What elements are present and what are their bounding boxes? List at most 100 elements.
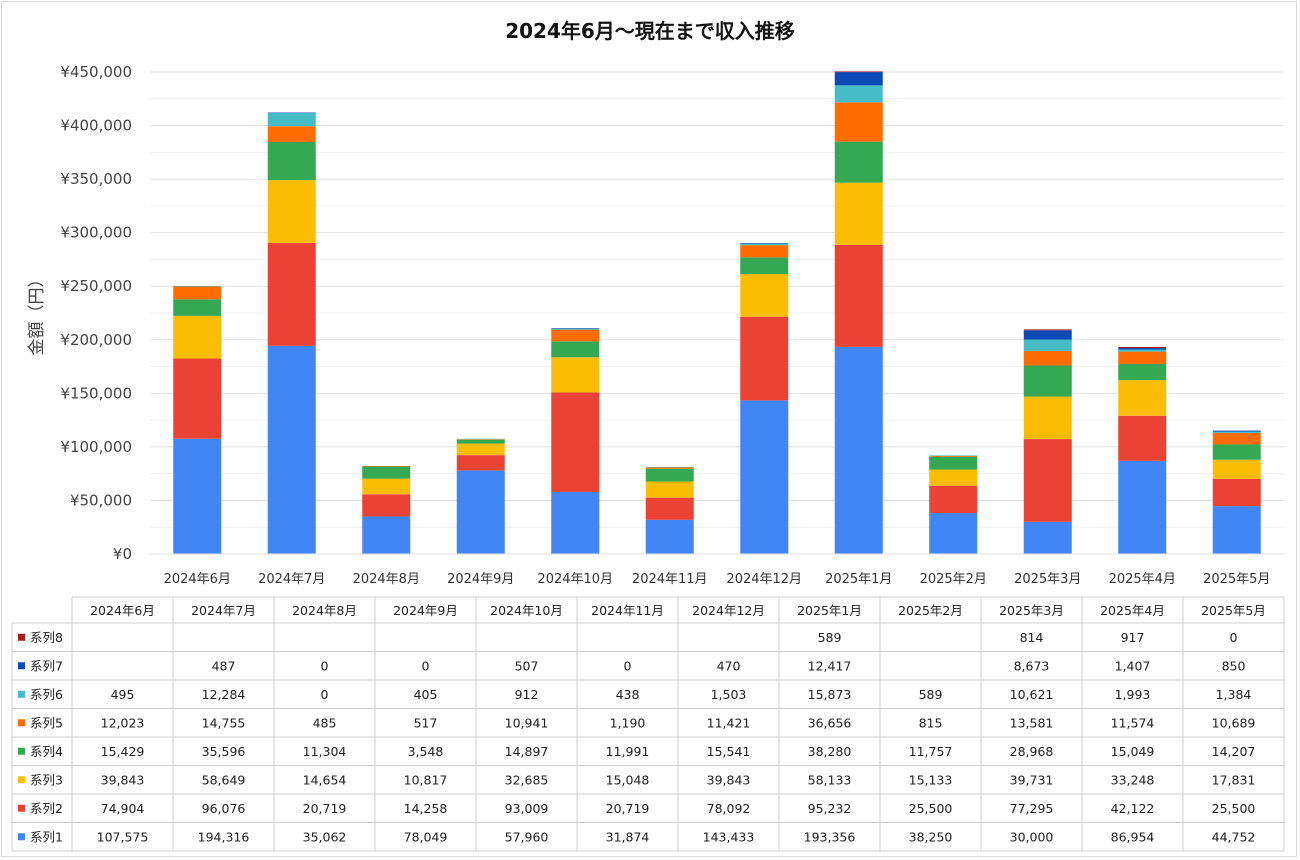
bar-segment (740, 245, 789, 258)
table-cell: 850 (1222, 658, 1246, 673)
bar-segment (1212, 478, 1261, 507)
table-cell: 35,062 (303, 829, 347, 844)
table-cell: 507 (515, 658, 539, 673)
legend-key (18, 776, 25, 784)
table-header-cell: 2024年7月 (191, 603, 256, 618)
table-cell: 10,817 (404, 772, 448, 787)
bar-segment (456, 470, 505, 554)
table-cell: 36,656 (808, 715, 852, 730)
bar-segment (1212, 432, 1261, 445)
table-cell: 78,049 (404, 829, 448, 844)
legend-key (18, 662, 25, 670)
bar-segment (267, 113, 316, 127)
bar-segment (1118, 415, 1167, 461)
table-cell: 57,960 (505, 829, 549, 844)
legend-label: 系列2 (30, 801, 63, 816)
bar-segment (1023, 365, 1072, 397)
table-cell: 39,843 (101, 772, 145, 787)
bar-segment (834, 72, 883, 86)
table-cell: 11,757 (909, 744, 953, 759)
x-tick-label: 2024年6月 (164, 572, 231, 587)
table-cell: 12,023 (101, 715, 145, 730)
bar-segment (267, 345, 316, 554)
table-cell: 39,843 (707, 772, 751, 787)
y-axis-ticks: ¥0 ¥50,000 ¥100,000 ¥150,000 ¥200,000 ¥250,00… (60, 63, 132, 563)
table-cell: 485 (313, 715, 337, 730)
table-cell: 30,000 (1010, 829, 1054, 844)
bar-segment (173, 358, 222, 439)
table-cell: 0 (321, 658, 329, 673)
table-cell: 814 (1020, 630, 1044, 645)
chart-title: 2024年6月～現在まで収入推移 (505, 19, 795, 43)
table-cell: 96,076 (202, 801, 246, 816)
table-cell: 15,048 (606, 772, 650, 787)
bar-segment (362, 516, 411, 554)
x-tick-label: 2024年9月 (447, 572, 514, 587)
table-cell: 32,685 (505, 772, 549, 787)
bar-segment (362, 494, 411, 517)
x-tick-label: 2024年8月 (353, 572, 420, 587)
table-header-cell: 2024年12月 (692, 603, 765, 618)
bar-segment (1023, 439, 1072, 522)
table-cell: 15,541 (707, 744, 751, 759)
bar-segment (740, 400, 789, 554)
bar-segment (1023, 330, 1072, 340)
x-tick-label: 2025年2月 (920, 572, 987, 587)
legend-key (18, 747, 25, 755)
bar-segment (834, 141, 883, 183)
bar-segment (267, 242, 316, 346)
table-cell: 74,904 (101, 801, 145, 816)
bar-segment (929, 456, 978, 457)
bar-segment (173, 286, 222, 300)
bar-segment (551, 341, 600, 358)
table-header-cell: 2024年10月 (490, 603, 563, 618)
bar-segment (173, 299, 222, 316)
table-cell: 17,831 (1212, 772, 1256, 787)
table-cell: 487 (212, 658, 236, 673)
y-tick-label: ¥0 (113, 545, 132, 563)
table-cell: 12,417 (808, 658, 852, 673)
bar-segment (929, 485, 978, 514)
table-cell: 15,429 (101, 744, 145, 759)
x-tick-label: 2025年1月 (825, 572, 892, 587)
table-cell: 14,654 (303, 772, 347, 787)
table-cell: 95,232 (808, 801, 852, 816)
table-cell: 0 (624, 658, 632, 673)
legend-label: 系列5 (30, 715, 63, 730)
bar-segment (551, 328, 600, 330)
table-cell: 15,049 (1111, 744, 1155, 759)
table-cell: 93,009 (505, 801, 549, 816)
bar-segment (267, 126, 316, 143)
table-cell: 31,874 (606, 829, 650, 844)
table-cell: 815 (919, 715, 943, 730)
table-cell: 107,575 (97, 829, 149, 844)
x-tick-label: 2024年10月 (537, 572, 613, 587)
y-tick-label: ¥450,000 (60, 63, 132, 81)
table-cell: 0 (1230, 630, 1238, 645)
table-cell: 10,941 (505, 715, 549, 730)
bar-segment (834, 71, 883, 73)
bar-segment (929, 455, 978, 457)
bar-segment (551, 392, 600, 492)
table-cell: 1,384 (1216, 687, 1252, 702)
table-cell: 470 (717, 658, 741, 673)
x-axis-ticks: 2024年6月 2024年7月 2024年8月 2024年9月 2024年10月 2024… (164, 572, 1271, 587)
bar-segment (1118, 364, 1167, 381)
table-cell: 589 (818, 630, 842, 645)
y-tick-label: ¥100,000 (60, 438, 132, 456)
table-cell: 8,673 (1014, 658, 1050, 673)
bar-segment (456, 438, 505, 440)
bar-segment (173, 315, 222, 359)
table-cell: 13,581 (1010, 715, 1054, 730)
y-tick-label: ¥250,000 (60, 277, 132, 295)
table-cell: 35,596 (202, 744, 246, 759)
table-cell: 438 (616, 687, 640, 702)
table-header-cell: 2025年5月 (1201, 603, 1266, 618)
table-cell: 517 (414, 715, 438, 730)
y-tick-label: ¥400,000 (60, 117, 132, 135)
bar-segment (362, 465, 411, 467)
legend-key (18, 719, 25, 727)
table-cell: 10,621 (1010, 687, 1054, 702)
table-cell: 11,574 (1111, 715, 1155, 730)
bar-segment (645, 497, 694, 520)
